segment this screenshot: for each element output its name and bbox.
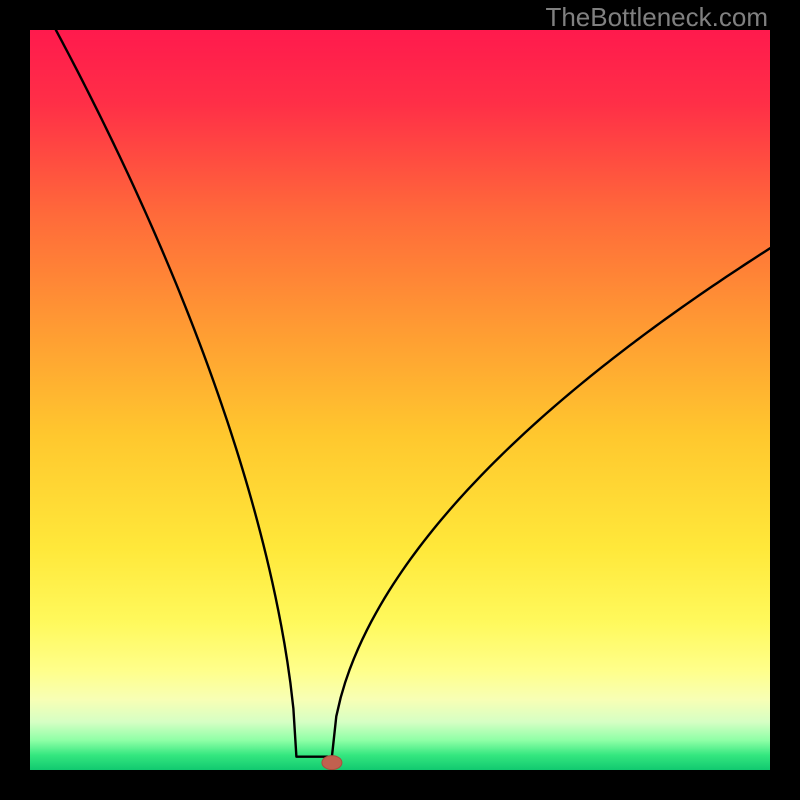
chart-svg <box>30 30 770 770</box>
watermark-text: TheBottleneck.com <box>545 2 768 33</box>
optimal-point-marker <box>322 756 342 770</box>
plot-area <box>30 30 770 770</box>
gradient-background <box>30 30 770 770</box>
